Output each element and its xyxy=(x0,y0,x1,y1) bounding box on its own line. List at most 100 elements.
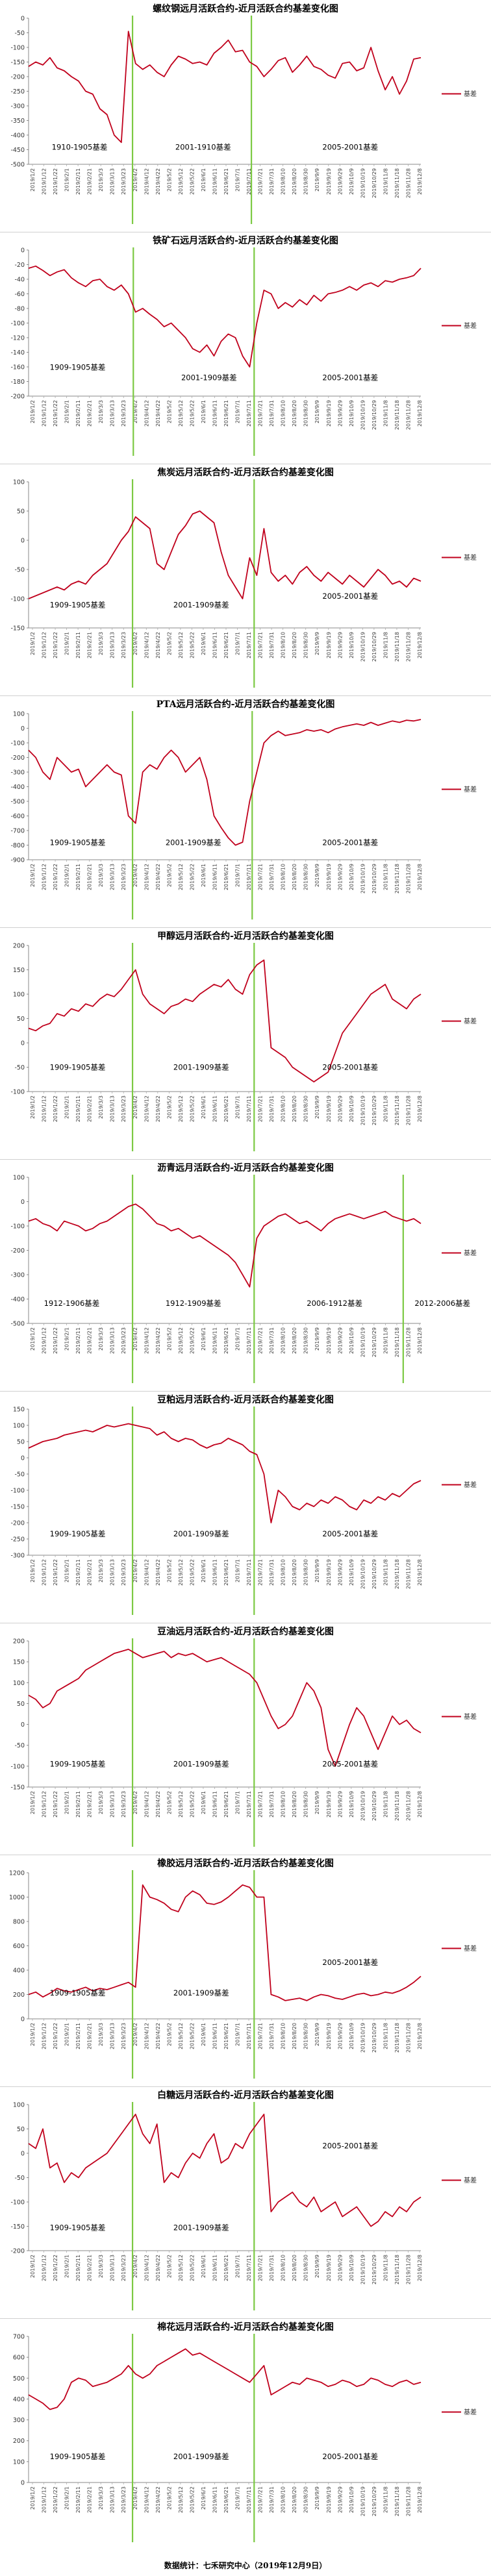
x-tick-label: 2019/7/21 xyxy=(258,1791,264,1818)
x-tick-label: 2019/3/23 xyxy=(121,2255,127,2281)
x-tick-label: 2019/6/1 xyxy=(201,2486,207,2510)
x-tick-label: 2019/4/12 xyxy=(144,1095,149,1122)
x-tick-label: 2019/10/19 xyxy=(360,168,366,198)
x-tick-label: 2019/10/29 xyxy=(371,2486,377,2516)
series-line xyxy=(28,959,422,1082)
segment-label: 2005-2001基差 xyxy=(322,2452,378,2461)
x-tick-label: 2019/12/8 xyxy=(417,2023,423,2049)
y-tick-label: 100 xyxy=(13,479,25,486)
x-tick-label: 2019/8/10 xyxy=(281,1791,286,1818)
x-tick-label: 2019/11/28 xyxy=(405,1327,411,1357)
x-tick-label: 2019/6/1 xyxy=(201,632,207,655)
x-tick-label: 2019/6/11 xyxy=(212,2486,218,2513)
x-tick-label: 2019/1/22 xyxy=(53,632,58,658)
y-tick-label: 800 xyxy=(13,1919,25,1926)
chart-panel: PTA远月活跃合约-近月活跃合约基差变化图 100 0 -100 -200 -300 -40… xyxy=(0,695,491,927)
x-tick-label: 2019/11/8 xyxy=(383,1791,388,1818)
y-tick-label: -900 xyxy=(10,857,25,864)
y-tick-label: -140 xyxy=(10,349,25,356)
y-tick-label: 0 xyxy=(21,2151,25,2158)
x-tick-label: 2019/7/31 xyxy=(269,2486,275,2513)
x-tick-label: 2019/6/1 xyxy=(201,400,207,423)
chart-svg: 沥青远月活跃合约-近月活跃合约基差变化图 100 0 -100 -200 -300 -400… xyxy=(0,1159,491,1383)
x-tick-label: 2019/1/2 xyxy=(30,2255,36,2278)
x-tick-label: 2019/11/18 xyxy=(394,864,400,894)
x-tick-label: 2019/5/22 xyxy=(189,2255,195,2281)
x-tick-label: 2019/12/8 xyxy=(417,632,423,658)
x-tick-label: 2019/3/3 xyxy=(98,400,104,423)
x-tick-label: 2019/2/1 xyxy=(64,1559,70,1582)
chart-panel: 甲醇远月活跃合约-近月活跃合约基差变化图 200 150 100 50 0 -50 -100 2… xyxy=(0,927,491,1159)
x-tick-label: 2019/6/21 xyxy=(223,1791,229,1818)
x-tick-label: 2019/9/19 xyxy=(326,1791,332,1818)
y-tick-label: -300 xyxy=(10,103,25,110)
x-tick-label: 2019/7/1 xyxy=(235,2486,241,2510)
segment-label: 1909-1905基差 xyxy=(50,1760,106,1769)
x-tick-label: 2019/2/11 xyxy=(75,864,81,890)
x-tick-label: 2019/2/1 xyxy=(64,632,70,655)
segment-label: 2005-2001基差 xyxy=(322,838,378,847)
x-tick-label: 2019/7/21 xyxy=(258,2255,264,2281)
y-tick-label: 600 xyxy=(13,1943,25,1950)
x-tick-label: 2019/4/2 xyxy=(132,2023,138,2046)
y-tick-label: 1200 xyxy=(9,1870,25,1877)
x-tick-label: 2019/5/22 xyxy=(189,168,195,195)
x-tick-label: 2019/3/13 xyxy=(110,400,116,427)
x-tick-label: 2019/1/12 xyxy=(42,1791,47,1818)
x-tick-label: 2019/2/1 xyxy=(64,1327,70,1351)
y-tick-label: 600 xyxy=(13,2355,25,2362)
x-tick-label: 2019/10/19 xyxy=(360,400,366,430)
x-tick-label: 2019/8/10 xyxy=(281,864,286,890)
segment-label: 2001-1909基差 xyxy=(173,1529,229,1538)
y-tick-label: 50 xyxy=(17,508,25,516)
y-tick-label: 100 xyxy=(13,2102,25,2109)
y-tick-label: -200 xyxy=(10,2248,25,2255)
x-tick-label: 2019/12/8 xyxy=(417,168,423,195)
chart-svg: PTA远月活跃合约-近月活跃合约基差变化图 100 0 -100 -200 -300 -40… xyxy=(0,695,491,919)
x-tick-label: 2019/10/19 xyxy=(360,2486,366,2516)
chart-panel: 白糖远月活跃合约-近月活跃合约基差变化图 100 50 0 -50 -100 -150 -20… xyxy=(0,2086,491,2318)
x-tick-label: 2019/4/12 xyxy=(144,864,149,890)
segment-label: 2001-1909基差 xyxy=(181,373,237,382)
y-tick-label: 200 xyxy=(13,2438,25,2445)
x-tick-label: 2019/2/11 xyxy=(75,400,81,427)
x-tick-label: 2019/4/2 xyxy=(132,864,138,887)
x-tick-label: 2019/7/1 xyxy=(235,400,241,423)
x-tick-label: 2019/8/20 xyxy=(292,864,297,890)
x-tick-label: 2019/8/20 xyxy=(292,400,297,427)
y-tick-label: -200 xyxy=(10,74,25,81)
x-tick-label: 2019/5/2 xyxy=(166,2255,172,2278)
x-tick-label: 2019/2/1 xyxy=(64,1791,70,1814)
y-tick-label: -300 xyxy=(10,1553,25,1560)
segment-label: 1910-1905基差 xyxy=(52,143,108,152)
x-tick-label: 2019/11/28 xyxy=(405,400,411,430)
x-tick-label: 2019/10/9 xyxy=(349,864,355,890)
chart-svg: 豆油远月活跃合约-近月活跃合约基差变化图 200 150 100 50 0 -50 -100 -… xyxy=(0,1623,491,1847)
x-tick-label: 2019/10/29 xyxy=(371,2023,377,2053)
y-tick-label: -20 xyxy=(14,262,25,269)
x-tick-label: 2019/6/11 xyxy=(212,2023,218,2049)
x-tick-label: 2019/6/21 xyxy=(223,168,229,195)
x-tick-label: 2019/1/22 xyxy=(53,2255,58,2281)
x-tick-label: 2019/7/1 xyxy=(235,1791,241,1814)
x-tick-label: 2019/11/28 xyxy=(405,864,411,894)
x-tick-label: 2019/6/21 xyxy=(223,1559,229,1586)
x-tick-label: 2019/8/20 xyxy=(292,2255,297,2281)
x-tick-label: 2019/12/8 xyxy=(417,400,423,427)
x-tick-label: 2019/2/11 xyxy=(75,1327,81,1354)
x-tick-label: 2019/9/19 xyxy=(326,2486,332,2513)
y-tick-label: -150 xyxy=(10,1504,25,1511)
x-tick-label: 2019/4/12 xyxy=(144,1791,149,1818)
y-tick-label: -450 xyxy=(10,147,25,154)
x-tick-label: 2019/7/31 xyxy=(269,1327,275,1354)
x-tick-label: 2019/5/2 xyxy=(166,1327,172,1351)
y-tick-label: -150 xyxy=(10,625,25,632)
x-tick-label: 2019/7/21 xyxy=(258,632,264,658)
x-tick-label: 2019/1/2 xyxy=(30,168,36,192)
x-tick-label: 2019/1/22 xyxy=(53,2023,58,2049)
x-tick-label: 2019/1/12 xyxy=(42,400,47,427)
x-tick-label: 2019/6/21 xyxy=(223,1095,229,1122)
x-tick-label: 2019/9/29 xyxy=(337,1791,343,1818)
chart-panel: 橡胶远月活跃合约-近月活跃合约基差变化图 1200 1000 800 600 400 200… xyxy=(0,1855,491,2086)
chart-title: PTA远月活跃合约-近月活跃合约基差变化图 xyxy=(157,699,335,710)
